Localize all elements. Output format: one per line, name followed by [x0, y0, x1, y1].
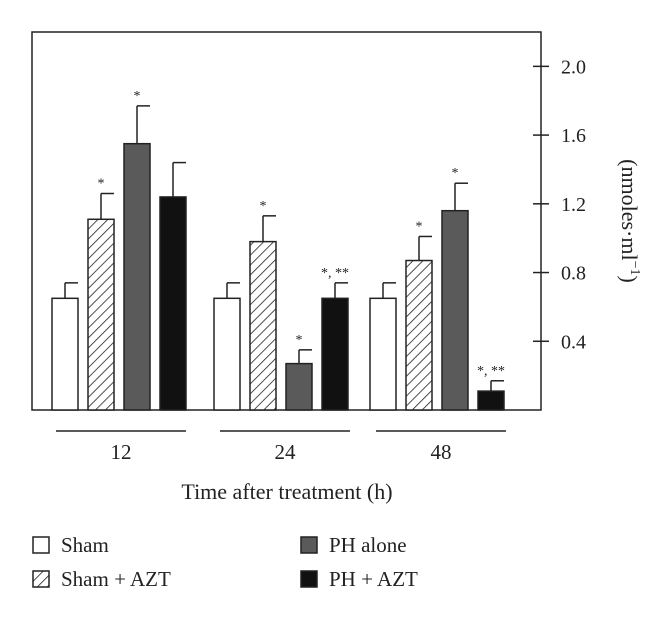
- y-tick-label: 1.2: [561, 194, 586, 216]
- significance-label: *, **: [477, 364, 505, 379]
- y-tick-label: 0.4: [561, 331, 586, 353]
- significance-label: *: [98, 177, 105, 192]
- bar: [87, 218, 115, 411]
- category-label: 24: [275, 440, 297, 464]
- bar: [441, 209, 469, 411]
- legend-label: PH + AZT: [329, 567, 418, 591]
- significance-label: *: [416, 219, 423, 234]
- bar: [213, 297, 241, 411]
- bar: [369, 297, 397, 411]
- legend-label: PH alone: [329, 533, 407, 557]
- legend-label: Sham: [61, 533, 109, 557]
- legend-swatch: [300, 536, 318, 554]
- legend: Sham Sham + AZT PH alone PH + AZT: [32, 533, 418, 591]
- y-axis-title-close: ): [617, 276, 642, 283]
- significance-label: *: [296, 333, 303, 348]
- y-tick-label: 0.8: [561, 263, 586, 285]
- bars: * * * * *, ** * * *, **: [51, 89, 505, 411]
- bar: [321, 297, 349, 411]
- y-axis: 0.4 0.8 1.2 1.6 2.0: [533, 56, 586, 353]
- legend-swatch: [300, 570, 318, 588]
- category-label: 12: [111, 440, 132, 464]
- bar: [51, 297, 79, 411]
- y-tick-label: 1.6: [561, 125, 586, 147]
- significance-label: *: [452, 166, 459, 181]
- significance-label: *: [134, 89, 141, 104]
- y-tick-label: 2.0: [561, 56, 586, 78]
- bar: [159, 196, 187, 411]
- x-axis: 12 24 48: [56, 430, 506, 464]
- y-axis-title-superscript: −1: [627, 261, 642, 276]
- bar: [123, 142, 151, 411]
- legend-swatch: [32, 536, 50, 554]
- y-axis-title: (nmoles·ml−1): [617, 159, 642, 283]
- legend-label: Sham + AZT: [61, 567, 171, 591]
- significance-label: *, **: [321, 266, 349, 281]
- bar: [285, 362, 313, 411]
- legend-swatch: [32, 570, 50, 588]
- category-label: 48: [431, 440, 452, 464]
- y-axis-title-main: (nmoles·ml: [617, 159, 642, 260]
- bar: [249, 240, 277, 411]
- bar: [477, 390, 505, 411]
- bar: [405, 259, 433, 411]
- x-axis-title: Time after treatment (h): [181, 479, 392, 504]
- significance-label: *: [260, 199, 267, 214]
